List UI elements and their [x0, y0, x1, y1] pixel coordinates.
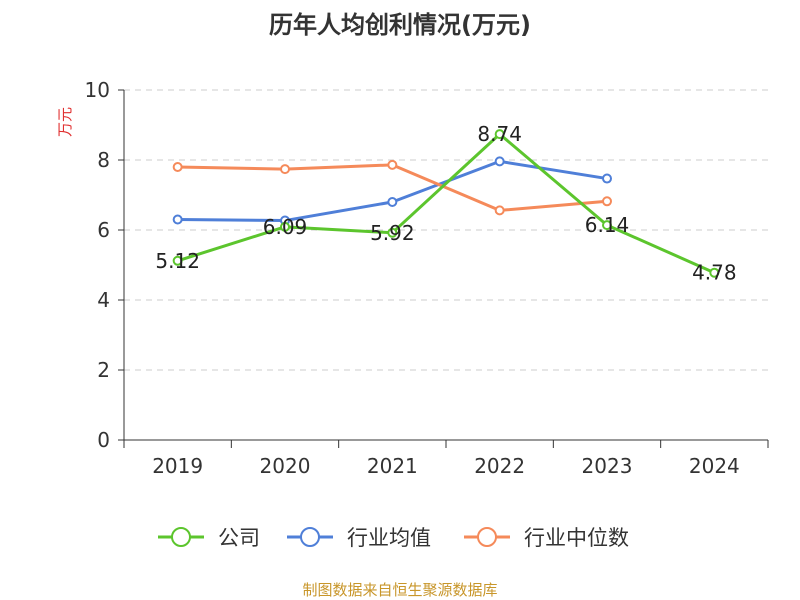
data-point	[602, 196, 612, 207]
gridlines	[124, 89, 768, 371]
x-tick-label: 2023	[582, 454, 633, 478]
legend-label: 公司	[218, 526, 260, 550]
x-tick-label: 2024	[689, 454, 740, 478]
data-point	[172, 214, 183, 225]
axes: 0 2 4 6 8 10 2019 2020 2021 2022 2023 2024	[85, 78, 769, 478]
legend: 公司 行业均值 行业中位数	[158, 526, 629, 550]
data-point	[494, 205, 505, 216]
x-tick-label: 2021	[367, 454, 418, 478]
data-label: 5.92	[370, 221, 415, 245]
source-note: 制图数据来自恒生聚源数据库	[302, 581, 497, 599]
data-point	[494, 156, 505, 167]
data-point	[602, 173, 612, 184]
data-label: 6.14	[585, 213, 630, 237]
series-layer: 5.12 6.09 5.92 8.74 6.14 4.78	[155, 122, 736, 285]
data-point	[387, 227, 398, 238]
series-line	[177, 132, 715, 275]
x-tick-label: 2022	[474, 454, 525, 478]
data-point	[494, 129, 505, 140]
data-label: 4.78	[692, 261, 737, 285]
chart-title: 历年人均创利情况(万元)	[269, 11, 531, 39]
x-tick-label: 2020	[260, 454, 311, 478]
y-tick-label: 10	[85, 78, 110, 102]
data-point	[602, 220, 612, 231]
data-point	[172, 162, 183, 172]
data-point	[387, 159, 398, 170]
data-point	[709, 267, 720, 278]
y-tick-label: 6	[97, 218, 110, 242]
y-tick-label: 2	[97, 358, 110, 382]
legend-label: 行业均值	[347, 526, 431, 550]
legend-marker	[477, 527, 497, 547]
legend-label: 行业中位数	[524, 526, 629, 550]
x-tick-label: 2019	[152, 454, 203, 478]
data-point	[280, 164, 290, 175]
data-point	[280, 221, 290, 232]
data-label: 8.74	[477, 122, 522, 146]
data-label: 6.09	[263, 215, 308, 239]
y-tick-label: 0	[97, 428, 110, 452]
data-point	[172, 255, 183, 266]
y-tick-label: 4	[97, 288, 110, 312]
data-label: 5.12	[155, 249, 200, 273]
legend-marker	[300, 527, 320, 547]
y-tick-label: 8	[97, 148, 110, 172]
legend-marker	[171, 527, 191, 547]
y-axis-label: 万元	[56, 107, 74, 137]
data-point	[387, 197, 398, 207]
